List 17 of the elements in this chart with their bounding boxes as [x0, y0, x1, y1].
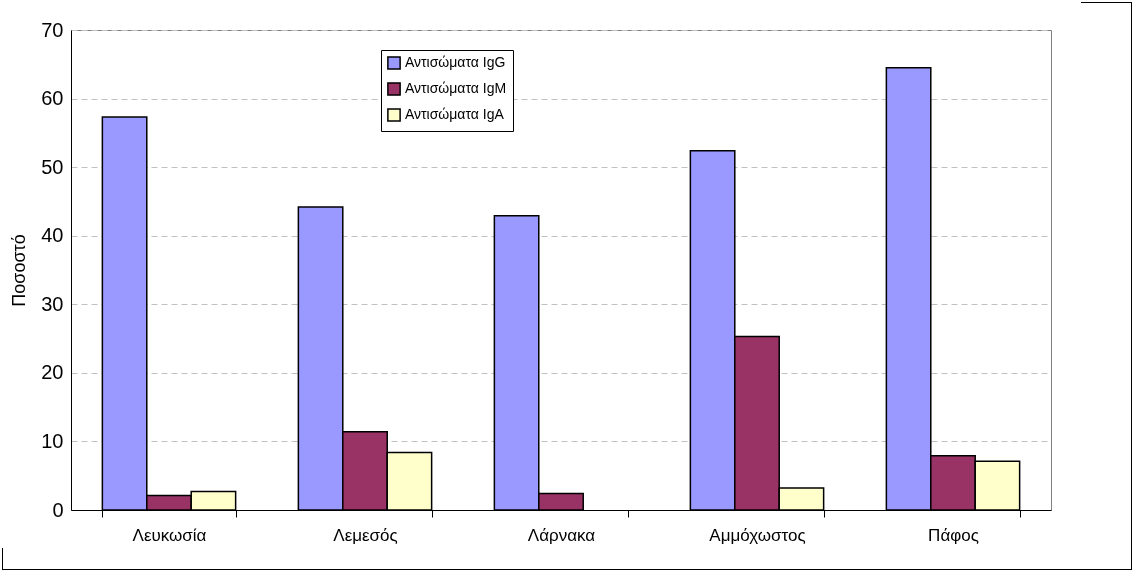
legend-label: Αντισώματα IgM: [405, 80, 507, 96]
y-tick-label: 30: [41, 292, 64, 315]
legend-label: Αντισώματα IgG: [405, 54, 506, 70]
x-tick-label: Λάρνακα: [527, 525, 596, 545]
x-tick-label: Πάφος: [928, 525, 979, 545]
y-axis-title: Ποσοστό: [9, 234, 30, 307]
y-tick-label: 0: [52, 498, 64, 521]
y-tick-label: 70: [41, 18, 64, 41]
y-tick-label: 40: [41, 224, 64, 247]
x-tick-label: Αμμόχωστος: [709, 525, 806, 545]
x-tick-label: Λευκωσία: [132, 525, 207, 545]
y-tick-label: 20: [41, 361, 64, 384]
legend-label: Αντισώματα IgA: [405, 106, 505, 122]
y-tick-label: 10: [41, 429, 64, 452]
y-tick-label: 60: [41, 87, 64, 110]
y-tick-label: 50: [41, 155, 64, 178]
x-tick-label: Λεμεσός: [333, 525, 398, 545]
